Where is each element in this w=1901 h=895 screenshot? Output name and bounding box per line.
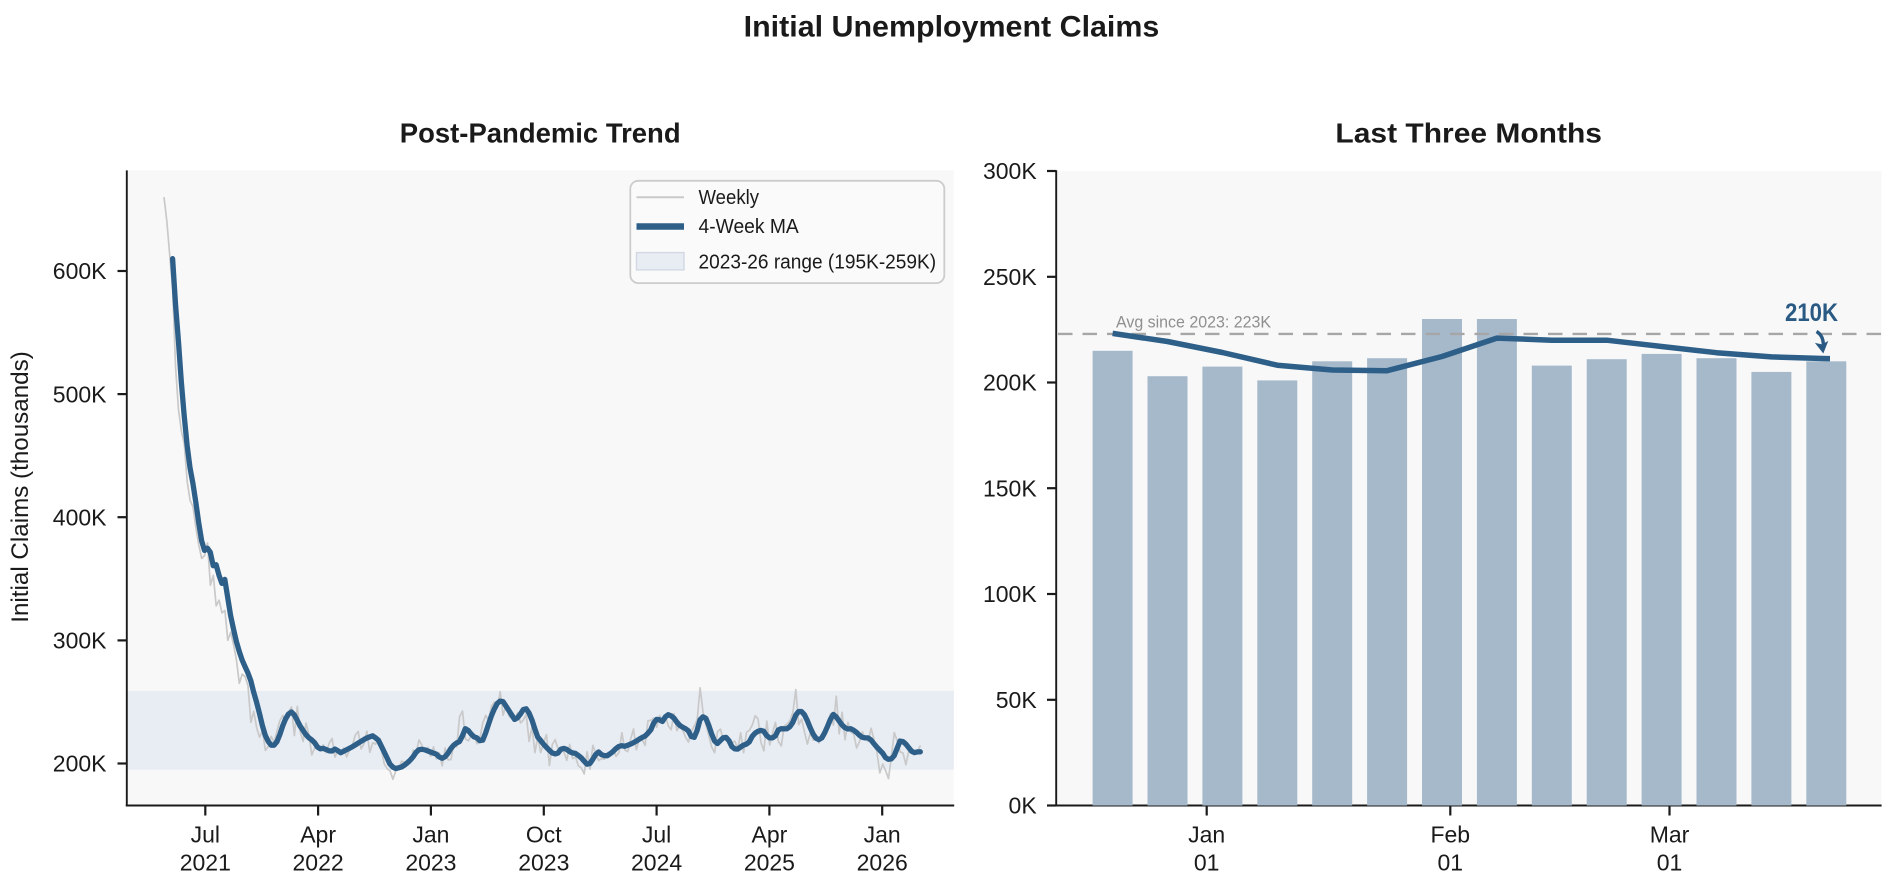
svg-text:2021: 2021 [180, 850, 231, 876]
svg-text:0K: 0K [1009, 793, 1038, 819]
svg-text:4-Week MA: 4-Week MA [699, 215, 800, 238]
svg-text:600K: 600K [53, 258, 107, 284]
svg-text:250K: 250K [983, 264, 1037, 290]
svg-text:150K: 150K [983, 475, 1037, 501]
svg-text:Post-Pandemic Trend: Post-Pandemic Trend [400, 118, 681, 149]
svg-text:210K: 210K [1785, 299, 1838, 327]
svg-text:300K: 300K [983, 158, 1037, 184]
svg-text:400K: 400K [53, 504, 107, 530]
svg-text:Jul: Jul [642, 822, 671, 848]
svg-text:Jul: Jul [191, 822, 220, 848]
svg-text:Apr: Apr [752, 822, 788, 848]
svg-text:2023: 2023 [518, 850, 569, 876]
svg-text:50K: 50K [996, 687, 1038, 713]
svg-text:200K: 200K [983, 370, 1037, 396]
svg-text:Weekly: Weekly [699, 186, 760, 209]
svg-text:Oct: Oct [526, 822, 562, 848]
svg-text:01: 01 [1657, 850, 1683, 876]
svg-text:2025: 2025 [744, 850, 795, 876]
svg-text:Initial Claims (thousands): Initial Claims (thousands) [7, 351, 34, 623]
svg-text:200K: 200K [53, 751, 107, 777]
svg-text:Feb: Feb [1430, 822, 1470, 848]
svg-text:300K: 300K [53, 628, 107, 654]
svg-text:500K: 500K [53, 381, 107, 407]
svg-text:Apr: Apr [300, 822, 336, 848]
svg-text:Last Three Months: Last Three Months [1335, 118, 1602, 149]
svg-text:Jan: Jan [864, 822, 901, 848]
svg-text:2023: 2023 [405, 850, 456, 876]
svg-text:01: 01 [1438, 850, 1464, 876]
svg-text:2024: 2024 [631, 850, 682, 876]
svg-text:Initial Unemployment Claims: Initial Unemployment Claims [744, 11, 1160, 44]
svg-text:Mar: Mar [1650, 822, 1690, 848]
svg-text:Jan: Jan [1188, 822, 1225, 848]
svg-text:Avg since 2023: 223K: Avg since 2023: 223K [1116, 314, 1271, 332]
svg-text:100K: 100K [983, 581, 1037, 607]
svg-text:2022: 2022 [293, 850, 344, 876]
svg-text:2026: 2026 [857, 850, 908, 876]
svg-text:01: 01 [1194, 850, 1220, 876]
svg-text:2023-26 range (195K-259K): 2023-26 range (195K-259K) [699, 250, 937, 273]
svg-text:Jan: Jan [412, 822, 449, 848]
